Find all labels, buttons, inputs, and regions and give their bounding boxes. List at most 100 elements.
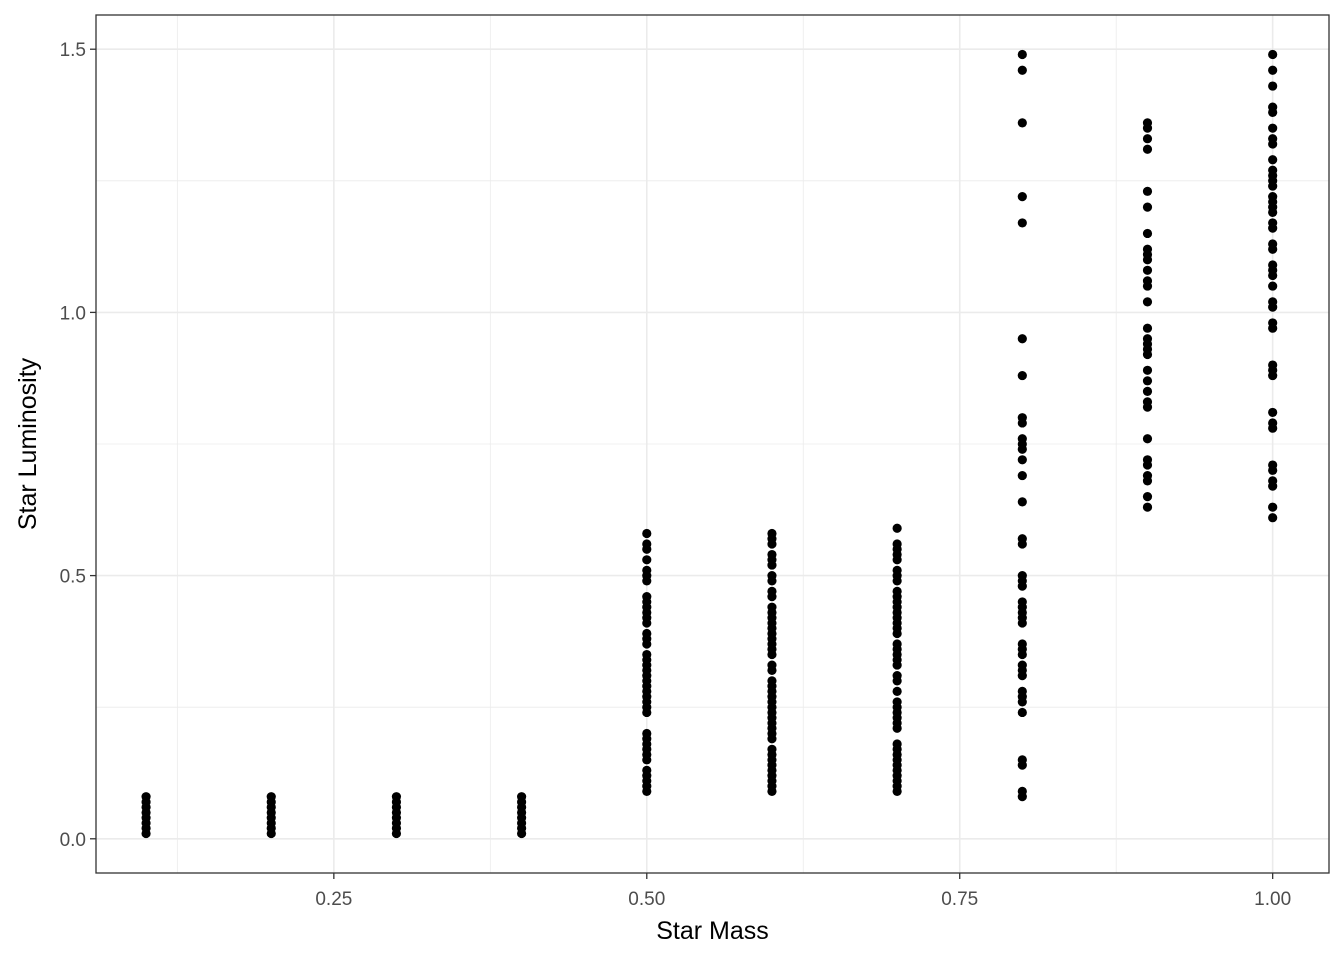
data-point — [1017, 786, 1027, 797]
data-point — [1142, 244, 1153, 254]
data-point — [1017, 639, 1027, 649]
data-point — [1268, 502, 1278, 512]
data-point — [391, 792, 402, 802]
minor-gridlines — [96, 15, 1329, 873]
x-tick-label: 0.25 — [315, 889, 352, 910]
data-point — [1017, 434, 1027, 444]
data-point — [1142, 365, 1153, 375]
data-point — [892, 739, 902, 749]
data-point — [642, 528, 652, 539]
data-point — [1017, 455, 1027, 465]
data-point — [1142, 386, 1153, 396]
data-point — [1268, 192, 1278, 202]
data-point — [1268, 407, 1278, 418]
data-point — [767, 660, 777, 670]
data-point — [1268, 49, 1278, 60]
x-tick-label: 1.00 — [1254, 889, 1291, 910]
data-point — [892, 639, 902, 649]
data-point — [1142, 434, 1153, 444]
data-point — [1142, 144, 1153, 154]
data-point — [1268, 218, 1278, 228]
data-point — [1268, 281, 1278, 291]
data-point — [767, 549, 777, 560]
data-point — [1268, 81, 1278, 91]
data-point — [767, 676, 777, 686]
data-point — [1142, 118, 1153, 128]
data-point — [892, 671, 902, 681]
data-point — [642, 565, 652, 575]
y-tick-label: 0.0 — [60, 830, 86, 851]
data-point — [1268, 460, 1278, 470]
x-axis-title: Star Mass — [656, 917, 769, 945]
data-point — [642, 539, 652, 549]
data-point — [642, 765, 652, 775]
data-point — [1017, 497, 1027, 507]
y-axis: 0.0 0.5 1.0 1.5 — [60, 40, 96, 851]
data-point — [642, 649, 652, 660]
data-point — [1268, 239, 1278, 249]
data-point — [1268, 360, 1278, 370]
data-point — [892, 697, 902, 707]
data-point — [892, 565, 902, 575]
data-point — [1268, 123, 1278, 133]
data-point — [1017, 570, 1027, 581]
plot-panel-border — [95, 14, 1330, 874]
data-point — [1268, 165, 1278, 175]
data-point — [1017, 597, 1027, 607]
data-point — [1142, 502, 1153, 512]
data-point — [1142, 186, 1153, 196]
data-point — [767, 570, 777, 581]
data-point — [642, 555, 652, 565]
data-point — [1142, 323, 1153, 333]
data-point — [1268, 297, 1278, 307]
data-point — [642, 628, 652, 639]
data-point — [1017, 370, 1027, 381]
y-tick-label: 1.5 — [60, 40, 86, 61]
data-point — [1142, 134, 1153, 144]
data-point — [1017, 413, 1027, 423]
data-point — [1142, 276, 1153, 286]
data-point — [1268, 260, 1278, 270]
data-point — [1142, 297, 1153, 307]
x-tick-label: 0.50 — [628, 889, 665, 910]
data-point — [642, 592, 652, 602]
data-point — [1017, 192, 1027, 202]
data-point — [767, 528, 777, 539]
data-points — [141, 49, 1278, 839]
data-point — [266, 792, 276, 802]
data-point — [1017, 707, 1027, 718]
y-tick-label: 1.0 — [60, 303, 86, 324]
data-point — [141, 792, 151, 802]
data-point — [1142, 397, 1153, 407]
data-point — [1142, 228, 1153, 239]
data-point — [1017, 334, 1027, 344]
data-point — [1268, 418, 1278, 428]
data-point — [1268, 65, 1278, 75]
data-point — [767, 586, 777, 596]
data-point — [1268, 155, 1278, 165]
data-point — [1268, 102, 1278, 112]
data-point — [1268, 476, 1278, 486]
data-point — [892, 539, 902, 549]
data-point — [1017, 218, 1027, 228]
data-point — [642, 728, 652, 739]
data-point — [1142, 492, 1153, 502]
y-axis-title: Star Luminosity — [14, 357, 42, 530]
data-point — [1017, 534, 1027, 544]
data-point — [1268, 318, 1278, 328]
data-point — [1142, 202, 1153, 212]
data-point — [1017, 118, 1027, 128]
data-point — [892, 686, 902, 696]
data-point — [1017, 470, 1027, 481]
data-point — [1017, 686, 1027, 696]
data-point — [1017, 65, 1027, 75]
data-point — [767, 602, 777, 612]
data-point — [892, 523, 902, 533]
x-tick-label: 0.75 — [941, 889, 978, 910]
data-point — [892, 586, 902, 596]
data-point — [1142, 376, 1153, 386]
y-tick-label: 0.5 — [60, 567, 86, 588]
data-point — [1142, 334, 1153, 344]
data-point — [1142, 265, 1153, 275]
data-point — [767, 744, 777, 754]
